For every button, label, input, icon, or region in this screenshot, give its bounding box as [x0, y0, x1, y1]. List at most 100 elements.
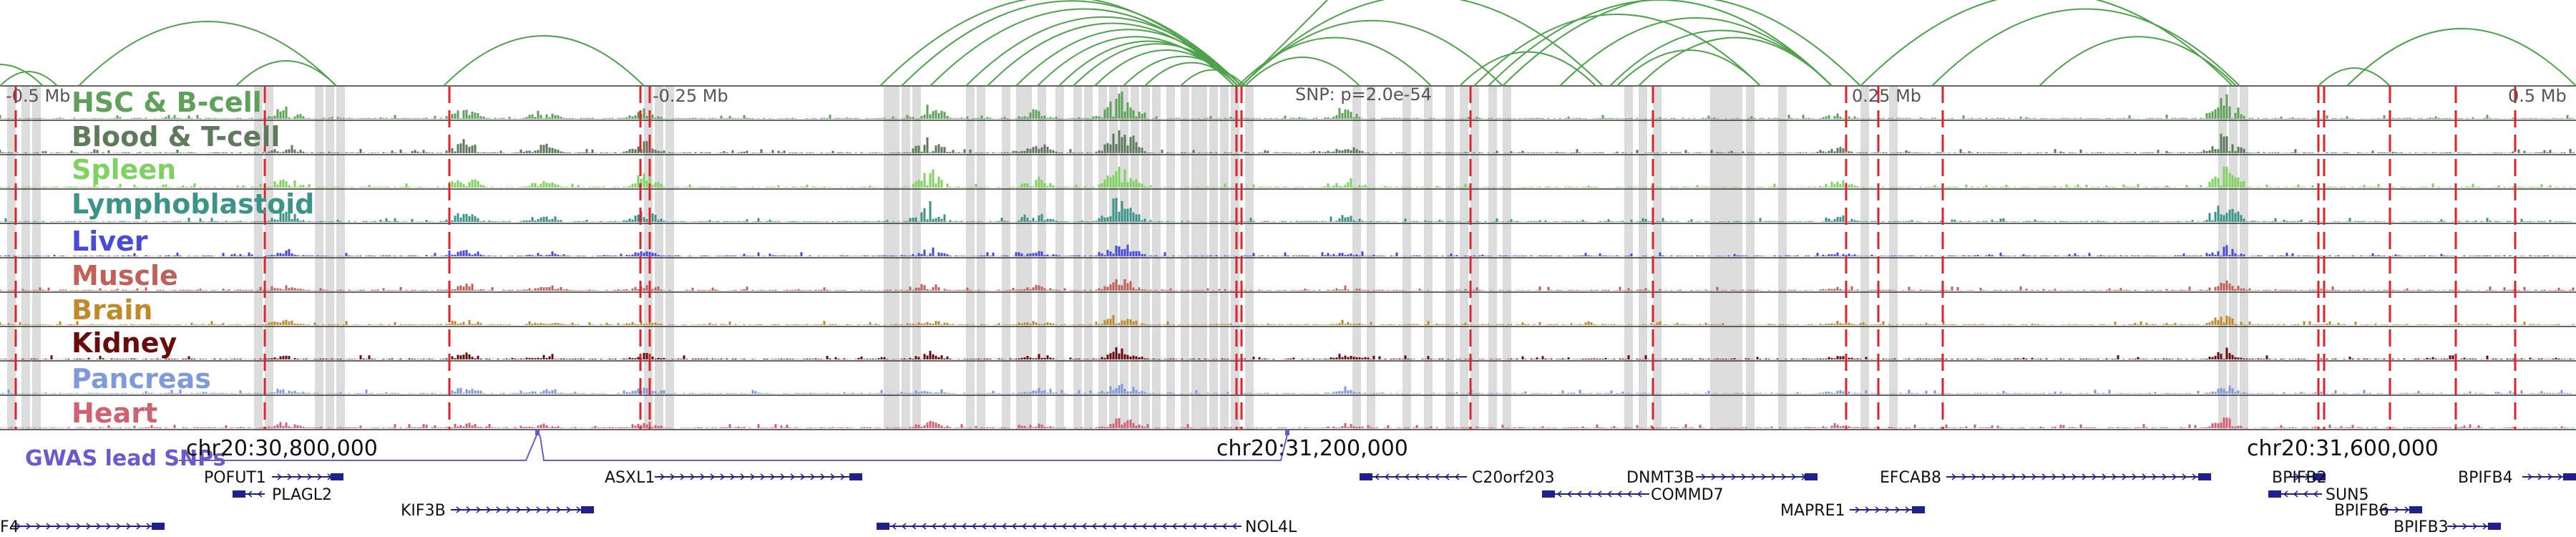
- interaction-arc: [2346, 28, 2576, 87]
- gene-label: COMMD7: [1651, 486, 1724, 504]
- track-label-spleen: Spleen: [72, 154, 176, 185]
- gwas-row: GWAS lead SNPs: [25, 430, 1289, 471]
- gene-track: POFUT1 PLAGL2 KIF3B ASXL1 NOL4L C20orf203 DNMT…: [0, 469, 2576, 536]
- interaction-arc: [1931, 8, 2240, 87]
- gene-nol4l[interactable]: NOL4L: [877, 518, 1297, 536]
- gene-bpifb6[interactable]: BPIFB6: [2334, 502, 2422, 520]
- interaction-arc: [1037, 36, 1235, 87]
- interaction-arc: [0, 71, 58, 87]
- interaction-arc: [1180, 69, 1246, 87]
- interaction-arc: [1073, 43, 1242, 87]
- track-label-liver: Liver: [72, 226, 148, 257]
- gene-exon: [2409, 506, 2422, 513]
- gene-exon: [331, 473, 343, 480]
- scale-label-plus-0.5mb: 0.5 Mb: [2508, 86, 2567, 106]
- track-label-kidney: Kidney: [72, 327, 177, 359]
- gene-sun5[interactable]: SUN5: [2268, 486, 2369, 504]
- gene-plagl2[interactable]: PLAGL2: [233, 486, 332, 504]
- gene-label: POFUT1: [204, 469, 266, 487]
- interaction-arc: [901, 0, 1242, 87]
- gene-c20orf203[interactable]: C20orf203: [1360, 469, 1555, 487]
- gene-label: ASXL1: [605, 469, 655, 487]
- track-label-lymphoblastoid: Lymphoblastoid: [72, 188, 314, 220]
- strand-chevrons: [456, 506, 592, 513]
- interaction-arc: [0, 64, 44, 87]
- coordinate-label: chr20:31,600,000: [2247, 436, 2439, 461]
- gene-label: BPIFB6: [2334, 502, 2389, 520]
- gene-exon: [152, 523, 165, 530]
- track-labels: HSC & B-cell Blood & T-cell Spleen Lymph…: [72, 87, 314, 429]
- track-signal: [0, 244, 2575, 256]
- track-label-blood-t-cell: Blood & T-cell: [72, 121, 280, 153]
- track-label-muscle: Muscle: [72, 260, 178, 291]
- gene-label: BPIFB3: [2394, 518, 2449, 536]
- gene-exon: [233, 490, 245, 498]
- scale-label-plus-0.25mb: 0.25 Mb: [1852, 86, 1921, 106]
- track-signal: [0, 347, 2575, 359]
- track-signal: [0, 92, 2575, 119]
- coordinate-label: chr20:31,200,000: [1216, 436, 1408, 461]
- gene-exon: [1805, 473, 1818, 480]
- gene-exon: [2268, 490, 2281, 498]
- gene-label: NOL4L: [1245, 518, 1297, 536]
- gene-label: BPIFB4: [2458, 469, 2513, 487]
- track-signal: [0, 417, 2575, 428]
- strand-chevrons: [2452, 523, 2498, 530]
- interaction-arc: [1015, 29, 1242, 87]
- interaction-arc: [2039, 36, 2237, 87]
- interaction-arc: [2318, 67, 2391, 87]
- gene-label: C20orf203: [1472, 469, 1555, 487]
- gene-commd7[interactable]: COMMD7: [1542, 486, 1724, 504]
- gene-bpifb2[interactable]: BPIFB2: [2272, 469, 2327, 487]
- gene-label: BPIFB2: [2272, 469, 2327, 487]
- gene-mapre1[interactable]: MAPRE1: [1780, 502, 1925, 520]
- gene-exon: [2313, 473, 2326, 480]
- gene-label: MAPRE1: [1780, 502, 1845, 520]
- gene-efcab8[interactable]: EFCAB8: [1880, 469, 2211, 487]
- strand-chevrons: [1855, 506, 1921, 513]
- scale-bar: -0.5 Mb -0.25 Mb SNP: p=2.0e-54 0.25 Mb …: [6, 84, 2567, 106]
- interaction-arcs: [0, 0, 2576, 87]
- strand-chevrons: [660, 473, 856, 480]
- gene-dnmt3b[interactable]: DNMT3B: [1626, 469, 1818, 487]
- gene-label: EFCAB8: [1880, 469, 1941, 487]
- track-signal: [0, 279, 2575, 291]
- gene-label: DNMT3B: [1626, 469, 1694, 487]
- track-label-hsc-b-cell: HSC & B-cell: [72, 87, 262, 118]
- track-label-brain: Brain: [72, 294, 152, 326]
- track-signal: [0, 315, 2575, 325]
- track-signals: [0, 92, 2575, 428]
- red-dashed-markers: [14, 86, 2517, 430]
- track-borders: [0, 85, 2576, 430]
- gene-exon: [849, 473, 862, 480]
- interaction-arc: [443, 35, 645, 87]
- track-signal: [0, 166, 2575, 188]
- gene-exon: [877, 523, 889, 530]
- gene-exon: [1912, 506, 1925, 513]
- interaction-arc: [1244, 57, 1360, 87]
- scale-label-minus-0.25mb: -0.25 Mb: [653, 86, 728, 106]
- strand-chevrons: [16, 523, 162, 530]
- gene-exon: [1542, 490, 1555, 498]
- interaction-arc: [1488, 0, 1833, 87]
- gene-exon: [2198, 473, 2211, 480]
- gene-pofut1[interactable]: POFUT1: [204, 469, 343, 487]
- gene-bpifb4[interactable]: BPIFB4: [2458, 469, 2576, 487]
- interaction-arc: [1241, 0, 1328, 87]
- interaction-arc: [1144, 62, 1239, 87]
- gene-exon: [1360, 473, 1372, 480]
- strand-chevrons: [2384, 506, 2420, 513]
- gene-bpifb3[interactable]: BPIFB3: [2394, 518, 2501, 536]
- gene-f4[interactable]: F4: [0, 518, 165, 536]
- scale-label-snp: SNP: p=2.0e-54: [1295, 84, 1432, 105]
- interaction-arc: [1473, 14, 1761, 87]
- interaction-arc: [1094, 49, 1239, 87]
- scale-label-minus-0.5mb: -0.5 Mb: [6, 86, 70, 106]
- gene-asxl1[interactable]: ASXL1: [605, 469, 862, 487]
- gene-kif3b[interactable]: KIF3B: [401, 502, 594, 520]
- coordinate-labels: chr20:30,800,000 chr20:31,200,000 chr20:…: [186, 436, 2439, 461]
- gwas-lead-snp-marker: [535, 430, 540, 435]
- track-signal: [0, 198, 2575, 222]
- coordinate-label: chr20:30,800,000: [186, 436, 378, 461]
